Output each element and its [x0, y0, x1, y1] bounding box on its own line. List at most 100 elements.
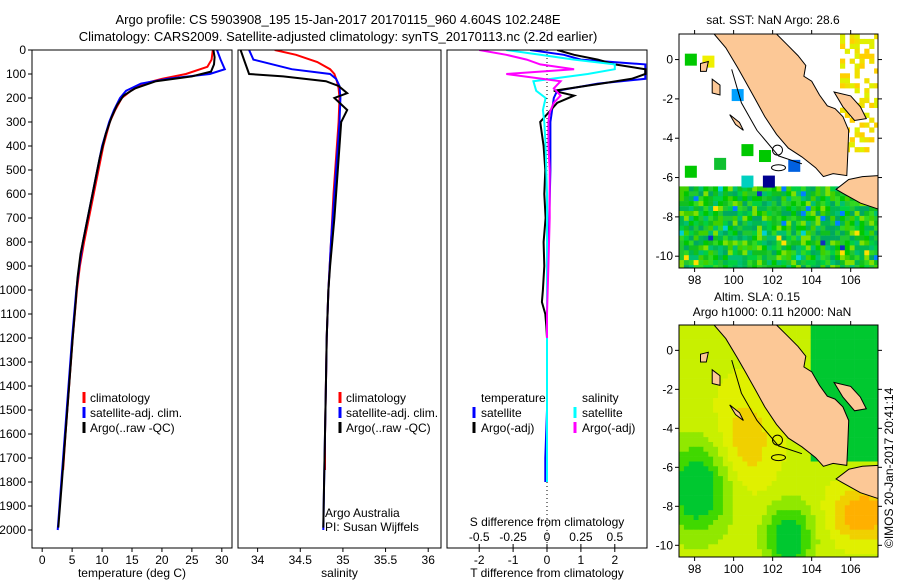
- map-cell: [786, 466, 792, 472]
- map-cell: [781, 520, 787, 526]
- map-cell: [752, 437, 758, 443]
- map-cell: [727, 456, 733, 462]
- map-cell: [825, 186, 831, 192]
- map-cell: [727, 398, 733, 404]
- map-cell: [869, 270, 874, 275]
- map-cell: [732, 211, 738, 217]
- map-cell: [776, 461, 782, 467]
- map-cell: [815, 368, 821, 375]
- map-cell: [791, 220, 797, 226]
- map-cell: [747, 427, 753, 433]
- map-cell: [732, 220, 738, 226]
- map-cell: [683, 403, 690, 409]
- map-cell: [869, 383, 875, 389]
- map-cell: [840, 520, 846, 526]
- map-cell: [859, 220, 865, 226]
- map-cell: [732, 451, 738, 457]
- map-cell: [757, 456, 763, 462]
- map-cell: [688, 196, 694, 202]
- map-cell: [820, 471, 826, 477]
- map-cell: [747, 250, 753, 256]
- map-cell: [771, 476, 777, 482]
- map-cell: [796, 549, 802, 555]
- map-cell: [698, 373, 704, 379]
- map-cell: [786, 481, 792, 487]
- legend-label: Argo(..raw -QC): [346, 421, 431, 435]
- map-cell: [688, 329, 694, 336]
- panel-differences: -2 -1 0 1 2T difference from climatology-0.5…: [446, 49, 648, 580]
- map-cell: [713, 534, 719, 540]
- map-cell: [810, 364, 816, 370]
- map-cell: [800, 510, 807, 516]
- map-cell: [844, 539, 850, 545]
- map-cell: [791, 230, 797, 236]
- map-cell: [796, 265, 802, 268]
- map-cell: [713, 383, 719, 389]
- map-cell: [747, 412, 753, 418]
- map-cell: [679, 422, 685, 428]
- map-cell: [854, 235, 860, 241]
- map-cell: [698, 407, 704, 414]
- map-cell: [718, 432, 724, 438]
- map-cell: [800, 334, 807, 340]
- map-cell: [869, 388, 875, 394]
- map-cell: [742, 505, 748, 511]
- map-cell: [844, 549, 850, 555]
- map-cell: [718, 388, 724, 394]
- map-cell: [679, 364, 685, 370]
- map-cell: [859, 334, 865, 340]
- map-cell: [825, 524, 831, 530]
- map-cell: [859, 132, 865, 138]
- map-cell: [742, 260, 748, 266]
- map-cell: [703, 186, 709, 192]
- map-cell: [703, 539, 709, 545]
- map-cell: [757, 240, 763, 246]
- map-cell: [693, 230, 699, 236]
- map-cell: [825, 466, 831, 472]
- map-cell: [693, 442, 699, 448]
- map-cell: [825, 544, 831, 550]
- map-cell: [791, 225, 797, 231]
- map-cell: [786, 245, 792, 251]
- map-cell: [864, 147, 870, 153]
- map-cell: [742, 393, 748, 399]
- map-cell: [825, 206, 831, 212]
- map-cell: [874, 255, 878, 261]
- map-cell: [747, 220, 753, 226]
- map-cell: [859, 529, 865, 535]
- map-cell: [800, 481, 807, 487]
- map-cell: [820, 245, 826, 251]
- map-cell: [796, 529, 802, 535]
- map-cell: [683, 393, 690, 399]
- map-cell: [800, 215, 807, 222]
- map-cell: [757, 485, 763, 491]
- map-cell: [776, 490, 782, 496]
- map-cell: [703, 422, 709, 428]
- map-cell: [688, 549, 694, 555]
- map-cell: [796, 211, 802, 217]
- map-cell: [752, 398, 758, 404]
- map-cell: [776, 510, 782, 516]
- map-cell: [874, 83, 878, 89]
- map-cell: [679, 334, 685, 340]
- map-cell: [761, 442, 768, 448]
- map-cell: [849, 211, 855, 217]
- map-cell: [776, 549, 782, 555]
- map-cell: [859, 422, 865, 428]
- map-cell: [766, 186, 772, 192]
- map-cell: [757, 505, 763, 511]
- map-cell: [766, 412, 772, 418]
- x-tick-label: 30: [215, 553, 229, 567]
- map-cell: [869, 520, 875, 526]
- map-cell: [732, 510, 738, 516]
- map-cell: [810, 456, 816, 462]
- map-cell: [849, 43, 855, 49]
- map-cell: [844, 520, 850, 526]
- x2-axis-label: S difference from climatology: [470, 515, 625, 529]
- map-cell: [810, 495, 816, 501]
- map-cell: [791, 446, 797, 452]
- map-cell: [766, 500, 772, 506]
- map-cell: [727, 417, 733, 423]
- map-cell: [679, 481, 685, 487]
- map-cell: [869, 127, 875, 133]
